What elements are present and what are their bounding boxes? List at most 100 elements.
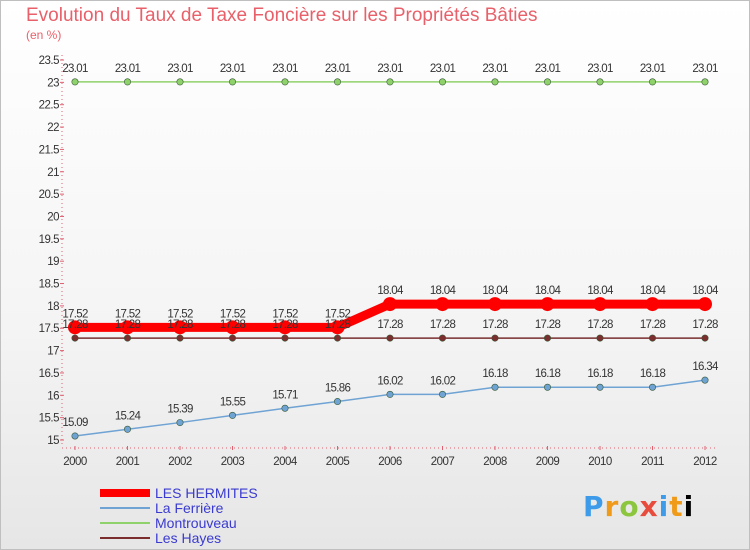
data-point <box>386 390 394 398</box>
data-label: 16.18 <box>640 368 666 380</box>
data-label: 23.01 <box>62 63 88 75</box>
y-tick-label: 19.5 <box>39 234 59 246</box>
y-tick-label: 21.5 <box>39 144 59 156</box>
data-label: 18.04 <box>430 285 457 297</box>
legend-label: La Ferrière <box>155 500 224 516</box>
data-point <box>438 334 446 342</box>
x-tick-label: 2007 <box>431 456 455 468</box>
data-label: 18.04 <box>640 285 667 297</box>
chart-title: Evolution du Taux de Taxe Foncière sur l… <box>26 5 538 26</box>
y-tick-label: 21 <box>47 167 59 179</box>
y-tick-label: 17 <box>47 346 59 358</box>
data-label: 15.24 <box>115 410 142 422</box>
data-point <box>648 383 656 391</box>
legend-swatch <box>100 522 150 524</box>
data-point <box>386 334 394 342</box>
x-tick-label: 2004 <box>273 456 298 468</box>
data-label: 17.52 <box>167 308 193 320</box>
data-point <box>543 78 551 86</box>
data-label: 23.01 <box>115 63 141 75</box>
data-point <box>176 419 184 427</box>
data-label: 17.28 <box>62 319 88 331</box>
data-point <box>701 376 709 384</box>
data-label: 18.04 <box>692 285 719 297</box>
data-point <box>596 334 604 342</box>
data-point <box>281 334 289 342</box>
data-point <box>648 78 656 86</box>
data-point <box>491 383 499 391</box>
data-label: 18.04 <box>535 285 562 297</box>
data-point <box>333 334 341 342</box>
data-point <box>176 78 184 86</box>
data-label: 15.71 <box>272 389 298 401</box>
series-layer <box>68 78 712 440</box>
y-tick-label: 19 <box>47 256 59 268</box>
data-label: 17.28 <box>587 319 613 331</box>
data-point <box>229 411 237 419</box>
data-label: 17.28 <box>640 319 666 331</box>
y-tick-label: 16.5 <box>39 368 59 380</box>
data-label: 17.28 <box>430 319 456 331</box>
data-point <box>173 320 187 335</box>
data-point <box>68 320 82 335</box>
x-tick-label: 2005 <box>326 456 350 468</box>
legend-label: LES HERMITES <box>155 485 258 501</box>
y-tick-label: 18.5 <box>39 279 59 291</box>
data-point <box>176 334 184 342</box>
x-tick-label: 2002 <box>168 456 192 468</box>
y-tick-label: 20.5 <box>39 189 59 201</box>
data-label: 15.09 <box>62 417 88 429</box>
legend-swatch <box>100 507 150 509</box>
data-label: 17.52 <box>115 308 141 320</box>
data-point <box>278 320 292 335</box>
y-tick-label: 22 <box>47 122 59 134</box>
x-tick-label: 2000 <box>63 456 87 468</box>
data-label: 16.18 <box>535 368 561 380</box>
data-point <box>701 334 709 342</box>
y-tick-label: 18 <box>47 301 59 313</box>
data-point <box>543 334 551 342</box>
data-label: 23.01 <box>482 63 508 75</box>
x-tick-label: 2006 <box>378 456 402 468</box>
data-label: 16.34 <box>692 361 719 373</box>
axes: 15 15.5 16 16.5 17 17.5 18 18.5 19 19.5 20 20.5 21 21… <box>39 55 717 468</box>
legend-label: Les Hayes <box>155 530 222 546</box>
data-label: 16.18 <box>587 368 613 380</box>
data-point <box>596 383 604 391</box>
data-labels: 17.52 17.52 17.52 17.52 17.52 17.52 18.04 18.04… <box>62 63 719 429</box>
data-point <box>124 334 132 342</box>
data-point <box>593 297 607 312</box>
data-point <box>543 383 551 391</box>
data-label: 16.18 <box>482 368 508 380</box>
data-point <box>488 297 502 312</box>
chart-unit: (en %) <box>26 28 62 42</box>
data-point <box>281 78 289 86</box>
legend-swatch <box>100 489 150 497</box>
data-label: 18.04 <box>482 285 509 297</box>
data-point <box>229 334 237 342</box>
data-point <box>71 334 79 342</box>
data-label: 23.01 <box>692 63 718 75</box>
data-point <box>71 432 79 440</box>
data-point <box>71 78 79 86</box>
y-tick-label: 22.5 <box>39 100 59 112</box>
data-label: 16.02 <box>377 375 403 387</box>
data-point <box>540 297 555 312</box>
data-label: 17.52 <box>272 308 298 320</box>
data-label: 17.52 <box>220 308 246 320</box>
data-point <box>698 297 712 312</box>
data-point <box>124 425 132 433</box>
x-tick-label: 2012 <box>693 456 717 468</box>
data-point <box>701 78 709 86</box>
x-tick-label: 2001 <box>116 456 140 468</box>
data-label: 23.01 <box>587 63 613 75</box>
data-label: 23.01 <box>220 63 246 75</box>
x-tick-label: 2008 <box>483 456 507 468</box>
data-point <box>124 78 132 86</box>
data-label: 17.28 <box>272 319 298 331</box>
y-tick-label: 16 <box>47 390 59 402</box>
data-point <box>438 78 446 86</box>
data-label: 23.01 <box>640 63 666 75</box>
data-label: 17.28 <box>535 319 561 331</box>
data-label: 23.01 <box>377 63 403 75</box>
